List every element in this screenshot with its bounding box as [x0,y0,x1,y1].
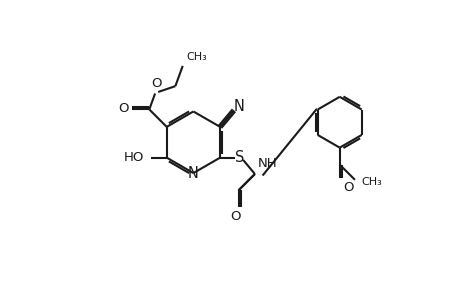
Text: O: O [230,210,240,223]
Text: O: O [151,77,162,90]
Text: CH₃: CH₃ [360,177,381,187]
Text: CH₃: CH₃ [186,52,207,62]
Text: HO: HO [123,151,143,164]
Text: N: N [188,166,198,181]
Text: O: O [342,181,353,194]
Text: NH: NH [257,157,277,170]
Text: O: O [118,102,128,115]
Text: N: N [233,99,244,114]
Text: S: S [234,150,243,165]
